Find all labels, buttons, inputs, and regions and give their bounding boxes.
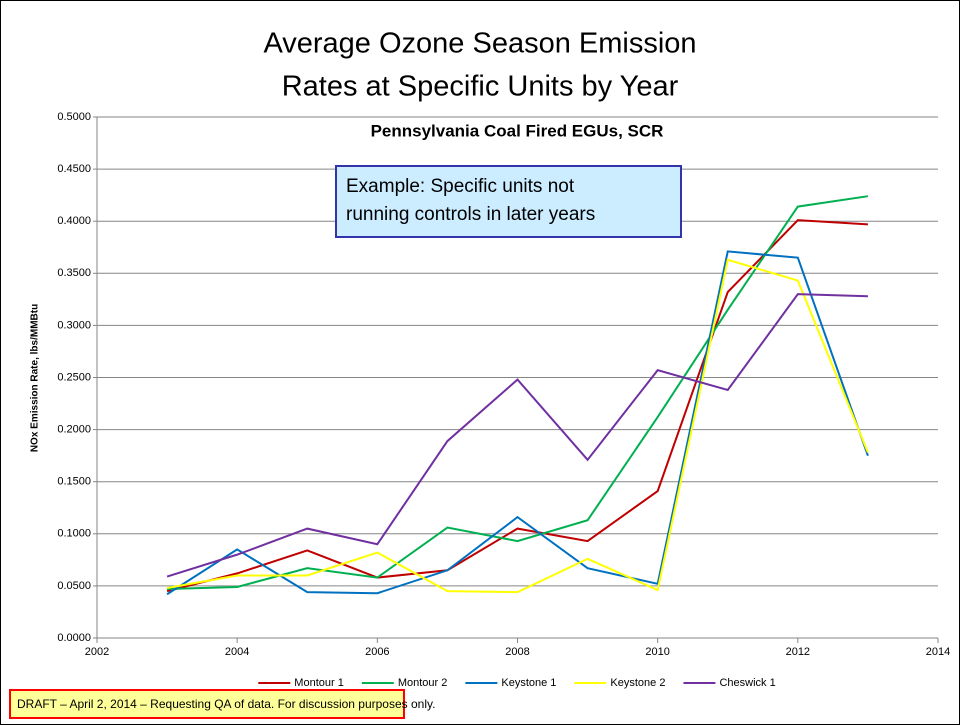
legend: Montour 1 Montour 2 Keystone 1 Keystone 2 Ch… (258, 677, 776, 689)
x-tick-label: 2004 (225, 646, 249, 658)
legend-label: Cheswick 1 (719, 677, 775, 689)
y-tick-label: 0.1500 (57, 476, 91, 488)
annotation: running controls in later years (346, 204, 595, 225)
x-tick-label: 2008 (505, 646, 529, 658)
x-tick-label: 2012 (786, 646, 810, 658)
series-line (166, 293, 868, 578)
x-tick-label: 2002 (85, 646, 109, 658)
footer-box (9, 689, 405, 719)
y-tick-label: 0.3000 (57, 319, 91, 331)
series-line (166, 219, 868, 593)
series-line (166, 258, 869, 594)
y-tick-label: 0.3500 (57, 267, 91, 279)
y-tick-label: 0.5000 (57, 111, 91, 123)
chart-title: Rates at Specific Units by Year (282, 71, 679, 103)
y-tick-label: 0.4500 (57, 163, 91, 175)
legend-label: Montour 1 (294, 677, 344, 689)
chart-title: Average Ozone Season Emission (263, 28, 696, 60)
y-tick-label: 0.1000 (57, 528, 91, 540)
x-tick-label: 2014 (926, 646, 950, 658)
series-line (167, 195, 869, 591)
y-axis-label: NOx Emission Rate, lbs/MMBtu (30, 304, 41, 452)
x-tick-label: 2006 (365, 646, 389, 658)
x-tick-label: 2010 (645, 646, 669, 658)
y-tick-label: 0.0000 (57, 632, 91, 644)
y-tick-label: 0.4000 (57, 215, 91, 227)
series-line (166, 250, 869, 596)
plot: 0.0000 0.0500 0.1000 0.1500 0.2000 0.2500 0.30… (57, 111, 950, 658)
y-tick-label: 0.2500 (57, 371, 91, 383)
chart-subtitle: Pennsylvania Coal Fired EGUs, SCR (371, 121, 664, 140)
legend-label: Keystone 1 (501, 677, 556, 689)
y-tick-label: 0.2000 (57, 424, 91, 436)
legend-label: Keystone 2 (610, 677, 665, 689)
annotation: Example: Specific units not (346, 176, 575, 197)
annotation-box (335, 165, 682, 238)
footer: DRAFT – April 2, 2014 – Requesting QA of… (17, 697, 435, 711)
legend-label: Montour 2 (398, 677, 448, 689)
y-tick-label: 0.0500 (57, 580, 91, 592)
